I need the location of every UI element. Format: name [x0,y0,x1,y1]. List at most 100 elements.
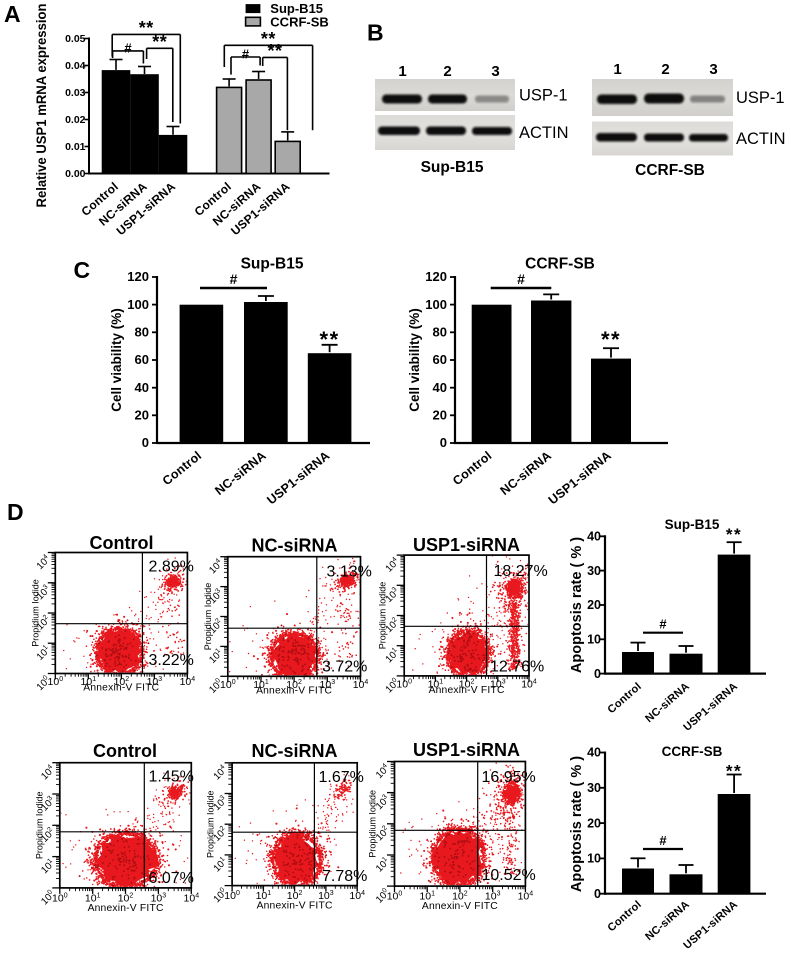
svg-text:12.76%: 12.76% [490,659,544,676]
svg-text:Cell viability (%): Cell viability (%) [407,308,422,412]
svg-text:120: 120 [425,269,447,284]
svg-text:ACTIN: ACTIN [519,124,569,142]
svg-text:30: 30 [587,564,601,578]
svg-text:2.89%: 2.89% [149,559,194,576]
svg-text:**: ** [601,327,621,352]
svg-text:Propidium Iodide: Propidium Iodide [206,790,216,858]
svg-text:1.45%: 1.45% [149,769,194,786]
svg-text:Cell viability (%): Cell viability (%) [109,308,124,412]
svg-text:Sup-B15: Sup-B15 [270,1,323,16]
svg-text:10: 10 [587,852,601,866]
svg-text:Propidium Iodide: Propidium Iodide [368,790,378,858]
svg-text:#: # [242,46,250,61]
svg-text:20: 20 [135,408,149,423]
svg-text:#: # [659,833,667,848]
svg-text:Annexin-V FITC: Annexin-V FITC [83,683,159,694]
svg-text:**: ** [261,29,276,49]
svg-text:80: 80 [433,325,447,340]
svg-text:0.03: 0.03 [65,87,86,99]
svg-text:CCRF-SB: CCRF-SB [525,256,595,273]
svg-text:#: # [659,617,667,632]
svg-text:NC-siRNA: NC-siRNA [251,536,337,556]
svg-text:100: 100 [127,297,149,312]
svg-text:Control: Control [93,741,157,761]
svg-text:#: # [517,271,525,287]
svg-text:Relative USP1 mRNA expression: Relative USP1 mRNA expression [34,4,49,208]
svg-text:3: 3 [709,61,717,78]
svg-text:Apoptosis rate ( % ): Apoptosis rate ( % ) [569,756,585,892]
svg-text:Annexin-V FITC: Annexin-V FITC [257,901,333,912]
svg-text:20: 20 [587,816,601,830]
svg-text:6.07%: 6.07% [149,870,194,887]
svg-text:Propidium Iodide: Propidium Iodide [378,582,388,650]
svg-text:0: 0 [594,667,601,681]
svg-text:0: 0 [440,435,447,450]
svg-text:CCRF-SB: CCRF-SB [635,162,705,179]
svg-text:#: # [230,271,238,287]
svg-text:USP-1: USP-1 [736,89,785,107]
svg-text:0.01: 0.01 [65,141,86,153]
svg-text:Sup-B15: Sup-B15 [665,517,720,532]
svg-text:B: B [367,20,384,46]
svg-text:#: # [124,40,132,55]
svg-text:Sup-B15: Sup-B15 [241,256,304,273]
svg-text:USP1-siRNA: USP1-siRNA [413,740,520,760]
svg-text:1.67%: 1.67% [319,769,364,786]
svg-text:3: 3 [491,63,499,80]
svg-text:Sup-B15: Sup-B15 [421,159,484,176]
svg-text:3.13%: 3.13% [327,564,372,581]
svg-text:Control: Control [90,533,154,553]
svg-text:0.00: 0.00 [65,168,86,180]
svg-text:CCRF-SB: CCRF-SB [662,744,723,759]
svg-text:10: 10 [587,633,601,647]
svg-text:0.04: 0.04 [65,60,86,72]
svg-text:40: 40 [587,530,601,544]
svg-text:2: 2 [443,63,451,80]
svg-text:2: 2 [661,61,669,78]
svg-text:Annexin-V FITC: Annexin-V FITC [256,685,332,696]
svg-text:**: ** [726,762,742,781]
svg-text:120: 120 [127,269,149,284]
svg-text:1: 1 [613,61,621,78]
svg-text:0.02: 0.02 [65,114,86,126]
svg-text:7.78%: 7.78% [322,868,367,885]
svg-text:**: ** [320,327,340,352]
svg-text:**: ** [267,41,282,61]
svg-text:USP1-siRNA: USP1-siRNA [413,535,520,555]
svg-text:3.72%: 3.72% [322,659,367,676]
svg-text:USP-1: USP-1 [519,87,568,105]
svg-text:Propidium Iodide: Propidium Iodide [31,579,41,647]
svg-text:**: ** [139,18,154,38]
svg-text:16.95%: 16.95% [482,769,536,786]
svg-text:0.05: 0.05 [65,33,86,45]
svg-text:40: 40 [587,746,601,760]
svg-text:20: 20 [433,408,447,423]
svg-text:**: ** [152,32,167,52]
svg-text:60: 60 [135,352,149,367]
svg-text:**: ** [726,525,742,544]
svg-text:Apoptosis rate ( % ): Apoptosis rate ( % ) [569,537,585,673]
svg-text:0: 0 [594,887,601,901]
svg-text:3.22%: 3.22% [149,652,194,669]
svg-text:40: 40 [135,380,149,395]
svg-text:60: 60 [433,352,447,367]
svg-text:D: D [7,499,24,525]
svg-text:Annexin-V FITC: Annexin-V FITC [88,903,164,914]
svg-text:10.52%: 10.52% [482,867,536,884]
svg-text:30: 30 [587,781,601,795]
svg-text:80: 80 [135,325,149,340]
svg-text:100: 100 [425,297,447,312]
svg-text:Annexin-V FITC: Annexin-V FITC [422,901,498,912]
svg-text:Annexin-V FITC: Annexin-V FITC [429,685,505,696]
svg-text:18.27%: 18.27% [494,563,548,580]
svg-text:Propidium Iodide: Propidium Iodide [35,792,45,860]
svg-text:0: 0 [142,435,149,450]
svg-text:C: C [74,257,91,283]
svg-text:20: 20 [587,598,601,612]
svg-text:40: 40 [433,380,447,395]
svg-text:NC-siRNA: NC-siRNA [251,741,337,761]
svg-text:A: A [4,1,21,27]
svg-text:1: 1 [398,63,406,80]
svg-text:ACTIN: ACTIN [736,130,786,148]
svg-text:Propidium Iodide: Propidium Iodide [203,583,213,651]
